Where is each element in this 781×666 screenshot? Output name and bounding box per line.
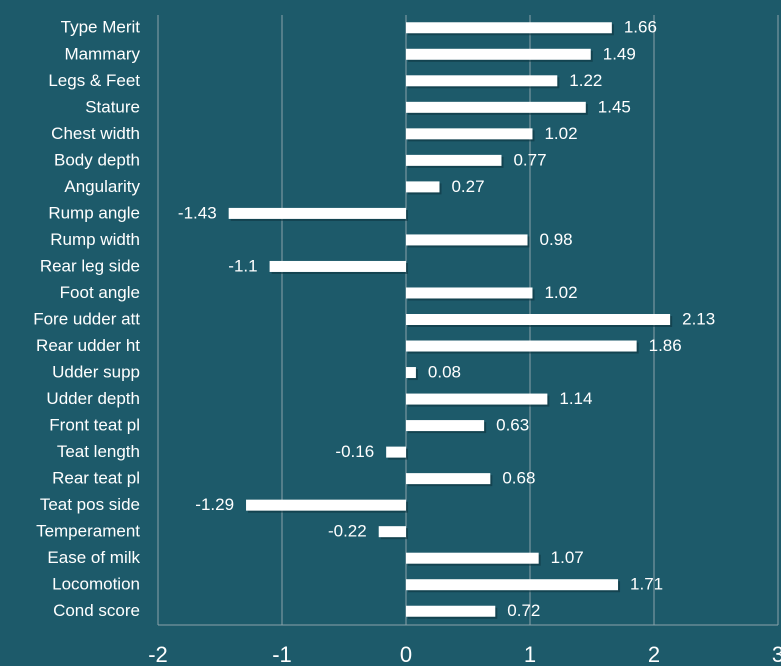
value-label: 0.68 — [502, 469, 535, 488]
bar — [406, 101, 586, 113]
value-label: 1.86 — [649, 336, 682, 355]
value-label: 1.02 — [544, 124, 577, 143]
x-tick-label: 1 — [524, 642, 536, 666]
bar — [406, 287, 533, 299]
value-label: -0.22 — [328, 522, 367, 541]
y-tick-label: Locomotion — [52, 575, 140, 594]
x-tick-label: 2 — [648, 642, 660, 666]
value-label: 1.71 — [630, 575, 663, 594]
x-tick-label: -2 — [148, 642, 168, 666]
y-tick-label: Temperament — [36, 522, 140, 541]
y-tick-label: Udder depth — [46, 389, 140, 408]
value-label: 1.07 — [551, 548, 584, 567]
y-tick-label: Type Merit — [61, 18, 141, 37]
value-label: 2.13 — [682, 309, 715, 328]
y-tick-label: Legs & Feet — [48, 71, 140, 90]
bar — [246, 499, 406, 511]
value-label: 0.08 — [428, 363, 461, 382]
value-label: 0.72 — [507, 601, 540, 620]
value-label: 0.77 — [513, 150, 546, 169]
bar — [406, 314, 671, 325]
bar — [406, 340, 637, 352]
bar — [406, 552, 539, 564]
bar — [406, 22, 612, 34]
bar — [406, 128, 533, 140]
value-label: -1.29 — [195, 495, 234, 514]
bar — [269, 260, 406, 272]
value-label: 0.27 — [451, 177, 484, 196]
bar — [378, 526, 406, 538]
value-label: 1.49 — [603, 44, 636, 63]
y-tick-label: Cond score — [53, 601, 140, 620]
bar — [386, 446, 406, 458]
y-tick-label: Chest width — [51, 124, 140, 143]
y-tick-label: Stature — [85, 97, 140, 116]
y-tick-label: Fore udder att — [33, 309, 140, 328]
y-tick-label: Teat length — [57, 442, 140, 461]
value-label: 1.14 — [559, 389, 592, 408]
bar — [406, 420, 485, 432]
y-tick-label: Ease of milk — [47, 548, 140, 567]
value-label: -1.43 — [178, 203, 217, 222]
value-label: -1.1 — [228, 256, 257, 275]
value-label: -0.16 — [335, 442, 374, 461]
value-label: 0.63 — [496, 416, 529, 435]
y-tick-label: Rear udder ht — [36, 336, 140, 355]
y-tick-label: Front teat pl — [49, 416, 140, 435]
y-tick-label: Rump angle — [48, 203, 140, 222]
y-tick-label: Mammary — [64, 44, 140, 63]
bar — [406, 605, 496, 617]
bar — [406, 154, 502, 166]
value-label: 1.22 — [569, 71, 602, 90]
value-label: 0.98 — [540, 230, 573, 249]
x-tick-label: 0 — [400, 642, 412, 666]
bar — [406, 579, 619, 591]
y-tick-label: Udder supp — [52, 363, 140, 382]
bar — [406, 48, 591, 60]
y-tick-label: Rump width — [50, 230, 140, 249]
y-tick-label: Rear leg side — [40, 256, 140, 275]
y-tick-label: Teat pos side — [40, 495, 140, 514]
x-tick-label: 3 — [772, 642, 781, 666]
bar — [406, 75, 558, 87]
bar — [228, 207, 406, 219]
value-label: 1.02 — [544, 283, 577, 302]
bar — [406, 393, 548, 405]
bar — [406, 473, 491, 485]
x-tick-label: -1 — [272, 642, 292, 666]
y-tick-label: Body depth — [54, 150, 140, 169]
y-tick-label: Foot angle — [60, 283, 140, 302]
y-tick-label: Angularity — [64, 177, 140, 196]
value-label: 1.45 — [598, 97, 631, 116]
bar — [406, 181, 440, 193]
bar — [406, 367, 416, 379]
value-label: 1.66 — [624, 18, 657, 37]
bar — [406, 234, 528, 246]
y-tick-label: Rear teat pl — [52, 469, 140, 488]
